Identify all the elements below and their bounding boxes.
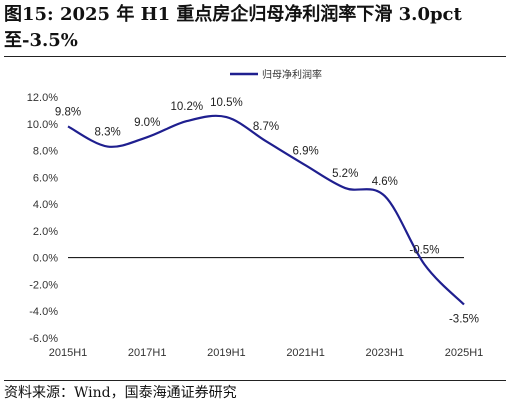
data-label: -3.5% bbox=[449, 314, 479, 326]
y-tick-label: -2.0% bbox=[29, 279, 58, 291]
y-tick-label: 12.0% bbox=[27, 92, 58, 104]
y-axis: 12.0% 10.0% 8.0% 6.0% 4.0% 2.0% 0.0% -2.0% -4.0%… bbox=[27, 92, 58, 345]
y-tick-label: 8.0% bbox=[33, 146, 58, 158]
footer-divider bbox=[4, 380, 506, 381]
y-tick-label: 4.0% bbox=[33, 199, 58, 211]
data-label: 10.5% bbox=[210, 97, 243, 109]
y-tick-label: 6.0% bbox=[33, 172, 58, 184]
x-tick-label: 2021H1 bbox=[286, 347, 325, 359]
data-label: 9.8% bbox=[55, 106, 81, 118]
data-label: 9.0% bbox=[134, 117, 160, 129]
chart-title: 图15: 2025 年 H1 重点房企归母净利润率下滑 3.0pct 至-3.5… bbox=[4, 4, 462, 51]
source-note: 资料来源：Wind，国泰海通证券研究 bbox=[4, 385, 237, 401]
title-divider bbox=[4, 56, 506, 57]
y-tick-label: -6.0% bbox=[29, 333, 58, 345]
data-label: 8.7% bbox=[253, 121, 279, 133]
legend: 归母净利润率 bbox=[230, 68, 322, 81]
line-chart: 归母净利润率 12.0% 10.0% 8.0% 6.0% 4.0% 2.0% 0.0% -2.… bbox=[27, 68, 484, 359]
data-label: 10.2% bbox=[170, 101, 203, 113]
legend-label: 归母净利润率 bbox=[262, 68, 322, 81]
data-label: 8.3% bbox=[94, 127, 120, 139]
x-tick-label: 2023H1 bbox=[366, 347, 405, 359]
x-axis: 2015H1 2017H1 2019H1 2021H1 2023H1 2025H1 bbox=[49, 347, 484, 359]
data-label: 6.9% bbox=[292, 145, 318, 157]
y-tick-label: 2.0% bbox=[33, 226, 58, 238]
x-tick-label: 2019H1 bbox=[207, 347, 246, 359]
x-tick-label: 2017H1 bbox=[128, 347, 167, 359]
x-tick-label: 2015H1 bbox=[49, 347, 88, 359]
y-tick-label: 10.0% bbox=[27, 119, 58, 131]
data-label: -0.5% bbox=[409, 244, 439, 256]
data-label: 4.6% bbox=[372, 176, 398, 188]
x-tick-label: 2025H1 bbox=[445, 347, 484, 359]
data-label: 5.2% bbox=[332, 168, 358, 180]
y-tick-label: 0.0% bbox=[33, 253, 58, 265]
y-tick-label: -4.0% bbox=[29, 306, 58, 318]
data-labels: 9.8% 8.3% 9.0% 10.2% 10.5% 8.7% 6.9% 5.2% 4.6% -0… bbox=[55, 97, 479, 325]
series-line bbox=[67, 114, 465, 306]
